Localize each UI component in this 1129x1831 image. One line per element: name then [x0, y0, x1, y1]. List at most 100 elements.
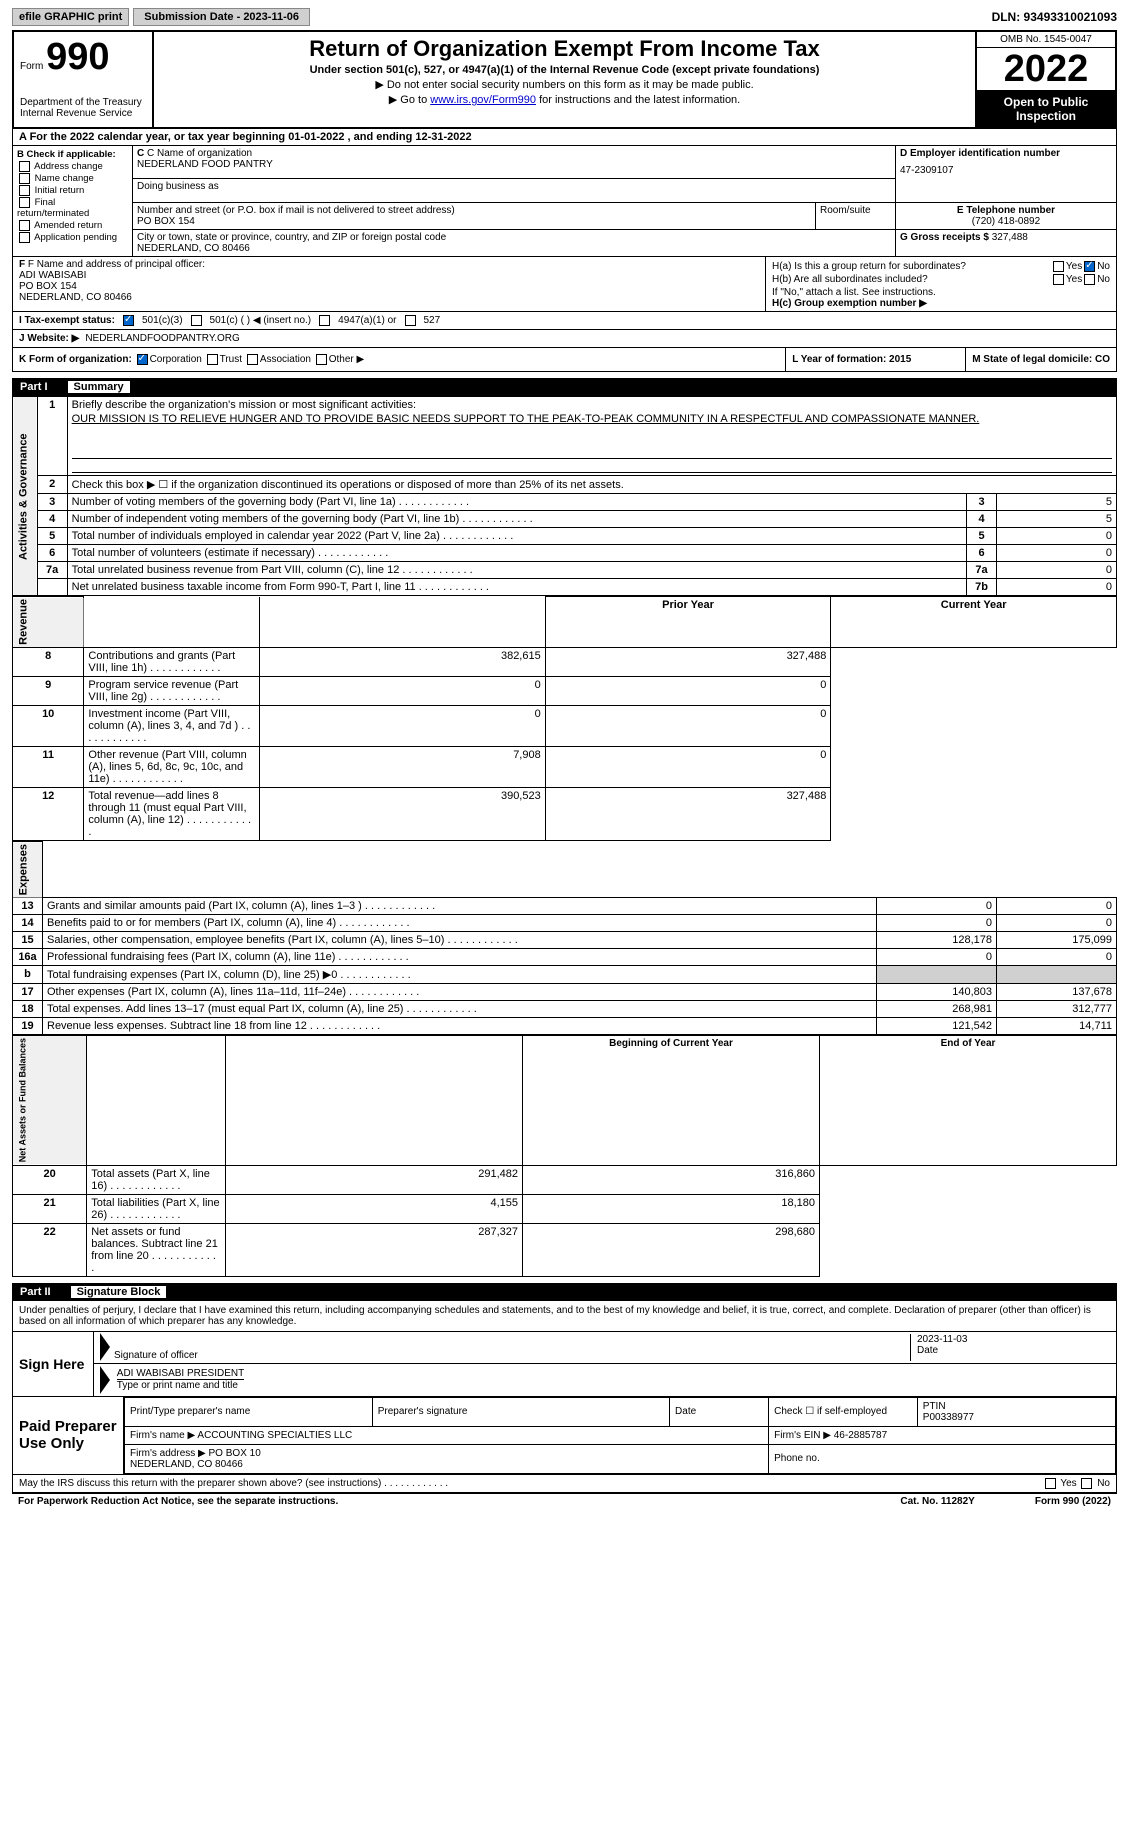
goto-pre: ▶ Go to: [389, 94, 430, 106]
form-subtitle: Under section 501(c), 527, or 4947(a)(1)…: [158, 64, 971, 76]
prep-date-label: Date: [670, 1397, 769, 1426]
vert-netassets: Net Assets or Fund Balances: [13, 1036, 87, 1165]
current-val: 0: [545, 706, 831, 747]
vert-activities: Activities & Governance: [13, 397, 38, 596]
line-desc: Other expenses (Part IX, column (A), lin…: [43, 984, 877, 1001]
line-desc: Benefits paid to or for members (Part IX…: [43, 915, 877, 932]
part1-title: Summary: [68, 381, 130, 393]
line-num: 18: [13, 1001, 43, 1018]
chk-4947[interactable]: [319, 315, 330, 326]
line-desc: Other revenue (Part VIII, column (A), li…: [84, 747, 260, 788]
line-box: 3: [967, 494, 997, 511]
current-val: 0: [545, 677, 831, 706]
line-num: 10: [13, 706, 84, 747]
line-num: 16a: [13, 949, 43, 966]
beg-val: 287,327: [226, 1223, 523, 1276]
current-val: 312,777: [997, 1001, 1117, 1018]
prior-val: 0: [260, 706, 546, 747]
beg-val: 291,482: [226, 1165, 523, 1194]
line-desc: Total fundraising expenses (Part IX, col…: [43, 966, 877, 984]
phone-label: E Telephone number: [900, 205, 1112, 216]
line-num: 13: [13, 898, 43, 915]
sig-date-label: Date: [917, 1345, 1110, 1356]
irs-discuss-no[interactable]: [1081, 1478, 1092, 1489]
ha-no[interactable]: [1084, 261, 1095, 272]
hb-note: If "No," attach a list. See instructions…: [772, 287, 1110, 298]
goto-post: for instructions and the latest informat…: [536, 94, 740, 106]
line-val: 5: [997, 494, 1117, 511]
end-val: 298,680: [523, 1223, 820, 1276]
hb-label: H(b) Are all subordinates included?: [772, 274, 1051, 285]
line-val: 0: [997, 579, 1117, 596]
org-name-label: C C Name of organization: [137, 148, 891, 159]
street-value: PO BOX 154: [137, 216, 811, 227]
line-val: 0: [997, 562, 1117, 579]
city-value: NEDERLAND, CO 80466: [137, 243, 891, 254]
state-domicile: M State of legal domicile: CO: [966, 348, 1116, 371]
irs-discuss-yes[interactable]: [1045, 1478, 1056, 1489]
vert-expenses: Expenses: [13, 842, 43, 898]
line-num: 15: [13, 932, 43, 949]
chk-trust[interactable]: [207, 354, 218, 365]
current-val: 14,711: [997, 1018, 1117, 1035]
ha-yes[interactable]: [1053, 261, 1064, 272]
prior-val: 0: [260, 677, 546, 706]
line-desc: Professional fundraising fees (Part IX, …: [43, 949, 877, 966]
prior-val: 121,542: [877, 1018, 997, 1035]
hb-no[interactable]: [1084, 274, 1095, 285]
current-val: 0: [997, 949, 1117, 966]
paid-preparer-label: Paid Preparer Use Only: [13, 1397, 123, 1474]
firm-addr-label: Firm's address ▶: [130, 1448, 206, 1459]
chk-name-change[interactable]: Name change: [17, 173, 128, 184]
dln-label: DLN: 93493310021093: [992, 10, 1117, 24]
chk-address-change[interactable]: Address change: [17, 161, 128, 172]
line-box: 5: [967, 528, 997, 545]
end-val: 18,180: [523, 1194, 820, 1223]
prior-val: 128,178: [877, 932, 997, 949]
chk-final-return[interactable]: Final return/terminated: [17, 197, 128, 219]
line-desc: Number of voting members of the governin…: [67, 494, 966, 511]
tax-status-label: I Tax-exempt status:: [19, 315, 115, 326]
line-num: 20: [13, 1165, 87, 1194]
open-public-label: Open to Public Inspection: [977, 91, 1115, 127]
hb-yes[interactable]: [1053, 274, 1064, 285]
firm-ein-value: 46-2885787: [834, 1430, 887, 1441]
prior-val: 0: [877, 898, 997, 915]
chk-initial-return[interactable]: Initial return: [17, 185, 128, 196]
line-val: 0: [997, 545, 1117, 562]
irs-link[interactable]: www.irs.gov/Form990: [430, 94, 536, 106]
chk-amended-return[interactable]: Amended return: [17, 220, 128, 231]
line-num: 11: [13, 747, 84, 788]
line-desc: Investment income (Part VIII, column (A)…: [84, 706, 260, 747]
chk-corp[interactable]: [137, 354, 148, 365]
chk-other[interactable]: [316, 354, 327, 365]
chk-527[interactable]: [405, 315, 416, 326]
line-desc: Total assets (Part X, line 16): [87, 1165, 226, 1194]
ha-label: H(a) Is this a group return for subordin…: [772, 261, 1051, 272]
line-val: 0: [997, 528, 1117, 545]
chk-assoc[interactable]: [247, 354, 258, 365]
line-num: 19: [13, 1018, 43, 1035]
submission-date-button[interactable]: Submission Date - 2023-11-06: [133, 8, 310, 26]
check-self-employed[interactable]: Check ☐ if self-employed: [769, 1397, 918, 1426]
current-val: [997, 966, 1117, 984]
form-title: Return of Organization Exempt From Incom…: [158, 36, 971, 62]
hdr-prior: Prior Year: [662, 599, 714, 611]
line-desc: Net unrelated business taxable income fr…: [67, 579, 966, 596]
line-desc: Revenue less expenses. Subtract line 18 …: [43, 1018, 877, 1035]
hdr-beg: Beginning of Current Year: [609, 1038, 733, 1049]
officer-addr1: PO BOX 154: [19, 281, 759, 292]
sign-here-label: Sign Here: [13, 1332, 93, 1396]
firm-phone-label: Phone no.: [769, 1444, 1116, 1473]
chk-501c3[interactable]: [123, 315, 134, 326]
gross-receipts-value: 327,488: [992, 232, 1028, 243]
line-box: 7b: [967, 579, 997, 596]
officer-addr2: NEDERLAND, CO 80466: [19, 292, 759, 303]
prior-val: 0: [877, 949, 997, 966]
chk-501c[interactable]: [191, 315, 202, 326]
chk-application-pending[interactable]: Application pending: [17, 232, 128, 243]
line-box: 4: [967, 511, 997, 528]
sig-officer-label: Signature of officer: [114, 1350, 198, 1361]
efile-print-button[interactable]: efile GRAPHIC print: [12, 8, 129, 26]
prior-val: 390,523: [260, 788, 546, 841]
